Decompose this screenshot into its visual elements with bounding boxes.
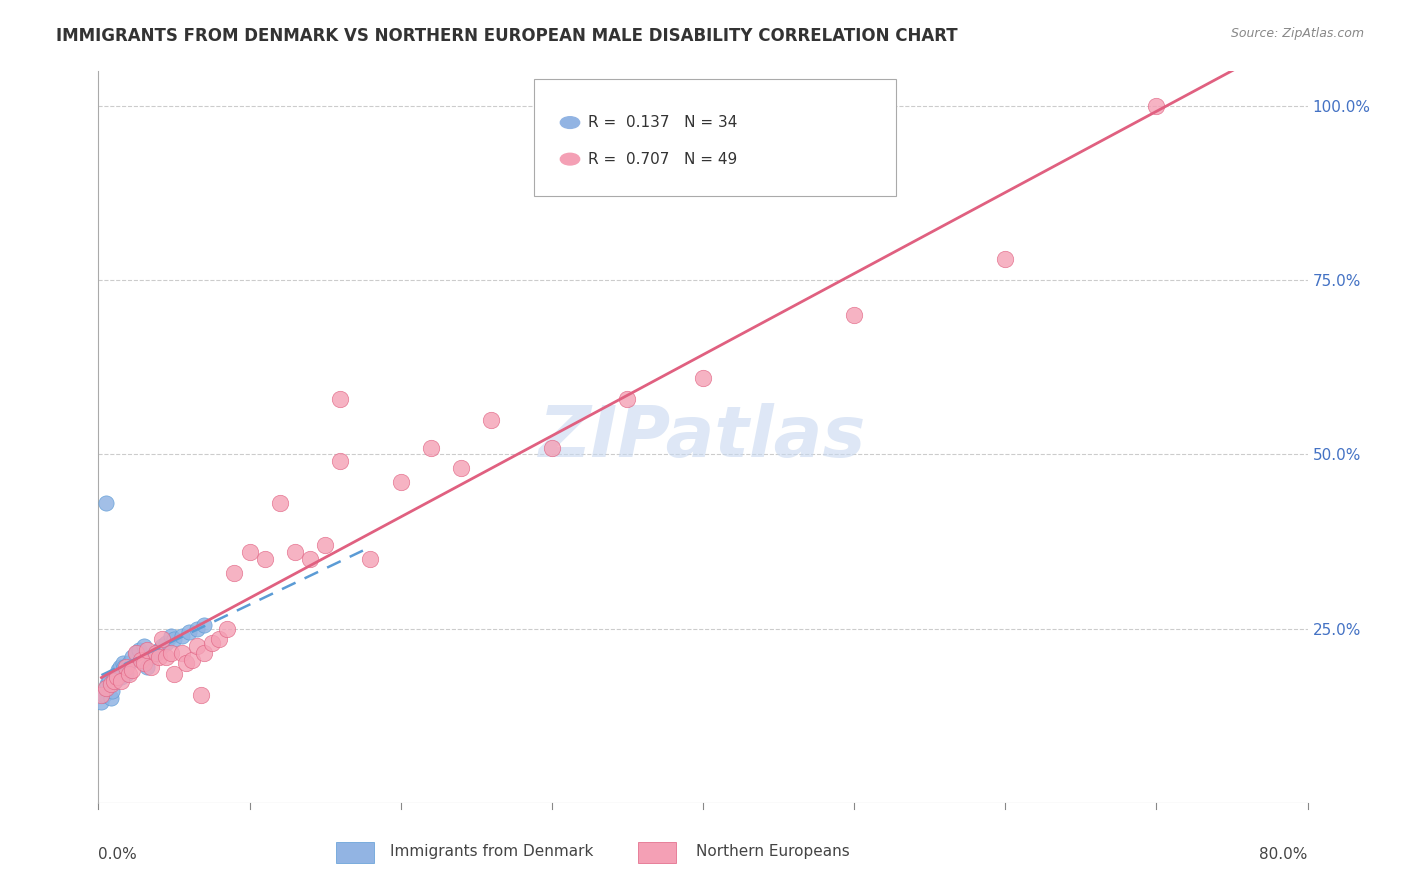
Point — [239, 545, 262, 559]
Point — [125, 646, 148, 660]
Point — [540, 441, 562, 455]
Text: IMMIGRANTS FROM DENMARK VS NORTHERN EUROPEAN MALE DISABILITY CORRELATION CHART: IMMIGRANTS FROM DENMARK VS NORTHERN EURO… — [56, 27, 957, 45]
Point — [329, 454, 352, 468]
Point — [94, 681, 117, 695]
Point — [450, 461, 472, 475]
Point — [163, 667, 186, 681]
Point — [269, 496, 291, 510]
Point — [193, 646, 215, 660]
Point — [160, 646, 183, 660]
Point — [110, 673, 132, 688]
Point — [114, 667, 136, 681]
Point — [193, 618, 215, 632]
Text: R =  0.707   N = 49: R = 0.707 N = 49 — [588, 152, 737, 167]
Point — [170, 629, 193, 643]
Point — [125, 646, 148, 660]
Text: ZIPatlas: ZIPatlas — [540, 402, 866, 472]
Point — [145, 646, 167, 660]
Circle shape — [561, 117, 579, 128]
Point — [100, 677, 122, 691]
Point — [111, 657, 134, 671]
Point — [103, 673, 125, 688]
Point — [135, 660, 157, 674]
FancyBboxPatch shape — [534, 78, 897, 195]
Point — [481, 412, 503, 426]
Point — [141, 649, 163, 664]
Point — [224, 566, 246, 580]
Point — [128, 642, 150, 657]
Point — [420, 441, 443, 455]
Circle shape — [561, 153, 579, 165]
Text: Northern Europeans: Northern Europeans — [696, 845, 851, 859]
Point — [93, 688, 115, 702]
Point — [110, 670, 132, 684]
Point — [107, 664, 129, 678]
Point — [121, 649, 143, 664]
Point — [112, 660, 135, 674]
Point — [114, 660, 136, 674]
Point — [132, 657, 155, 671]
Point — [148, 642, 170, 657]
Text: 80.0%: 80.0% — [1260, 847, 1308, 862]
Text: R =  0.137   N = 34: R = 0.137 N = 34 — [588, 115, 738, 130]
Point — [186, 639, 208, 653]
Point — [181, 653, 204, 667]
Point — [215, 622, 238, 636]
Point — [208, 632, 231, 646]
Point — [155, 649, 177, 664]
Point — [201, 635, 224, 649]
Point — [253, 552, 276, 566]
Point — [170, 646, 193, 660]
Point — [844, 308, 866, 322]
Point — [179, 625, 201, 640]
Point — [129, 653, 152, 667]
Point — [1144, 99, 1167, 113]
Point — [98, 673, 121, 688]
Point — [141, 660, 163, 674]
Point — [145, 646, 167, 660]
Point — [150, 632, 173, 646]
Point — [174, 657, 197, 671]
Point — [190, 688, 212, 702]
Point — [135, 642, 157, 657]
Point — [299, 552, 322, 566]
Point — [994, 252, 1017, 267]
Point — [118, 667, 141, 681]
Point — [360, 552, 382, 566]
Point — [101, 684, 124, 698]
Point — [105, 667, 128, 681]
Point — [329, 392, 352, 406]
Text: Source: ZipAtlas.com: Source: ZipAtlas.com — [1230, 27, 1364, 40]
Point — [118, 657, 141, 671]
Point — [103, 670, 125, 684]
Point — [100, 691, 122, 706]
Point — [314, 538, 336, 552]
Point — [284, 545, 307, 559]
Point — [94, 496, 117, 510]
Point — [148, 649, 170, 664]
Point — [90, 695, 112, 709]
Text: 0.0%: 0.0% — [98, 847, 138, 862]
Point — [108, 660, 131, 674]
Point — [105, 670, 128, 684]
Point — [96, 677, 118, 691]
Point — [692, 371, 714, 385]
Point — [104, 673, 127, 688]
Point — [90, 688, 112, 702]
Text: Immigrants from Denmark: Immigrants from Denmark — [391, 845, 593, 859]
Point — [121, 664, 143, 678]
Point — [163, 632, 186, 646]
Point — [132, 639, 155, 653]
Point — [160, 629, 183, 643]
Point — [150, 639, 173, 653]
Point — [186, 622, 208, 636]
Point — [389, 475, 412, 490]
Point — [94, 681, 117, 695]
Point — [616, 392, 638, 406]
Point — [155, 635, 177, 649]
